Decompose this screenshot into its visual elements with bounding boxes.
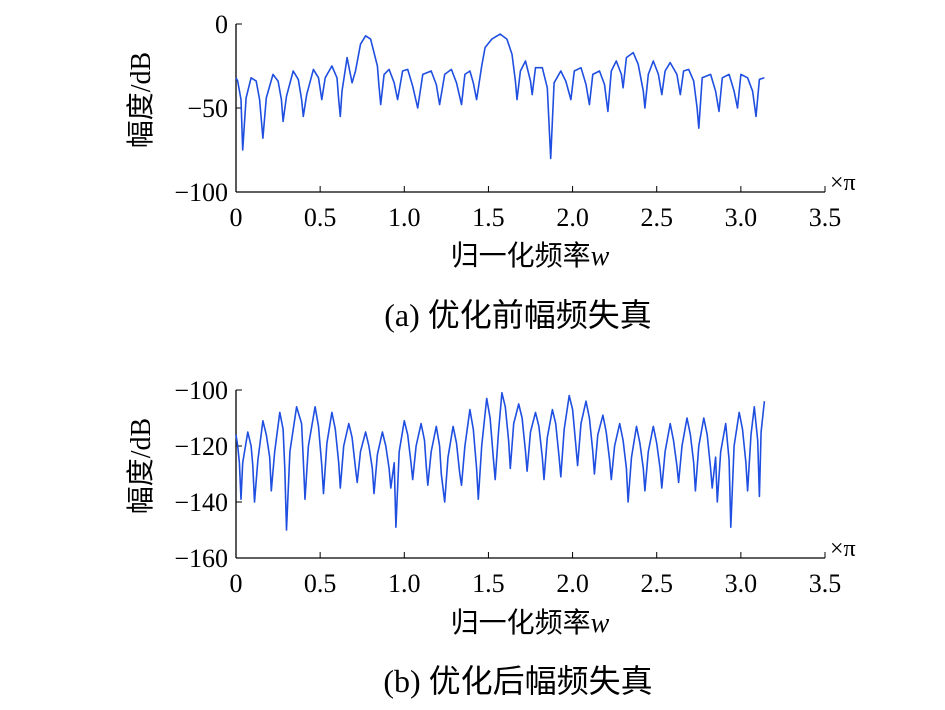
x-unit-label: ×π <box>830 536 856 562</box>
x-tick-label: 3.0 <box>725 569 758 598</box>
x-tick-label: 0 <box>230 569 243 598</box>
y-tick-label: −160 <box>174 544 228 573</box>
chart-panel-a: 0 0.5 1.0 1.5 2.0 2.5 3.0 3.5 0 −50 −100 ×π 幅度/dB… <box>125 10 856 333</box>
y-tick-label: −120 <box>174 432 228 461</box>
panel-caption: (b) 优化后幅频失真 <box>383 663 652 699</box>
x-tick-label: 1.5 <box>472 203 505 232</box>
y-tick-label: −100 <box>174 376 228 405</box>
x-tick-label: 2.0 <box>556 203 589 232</box>
y-tick-label: 0 <box>215 10 228 39</box>
y-axis-label: 幅度/dB <box>125 52 157 148</box>
x-tick-label: 2.0 <box>556 569 589 598</box>
x-axis-label-text: 归一化频率 <box>451 240 591 272</box>
y-tick-label: −100 <box>174 178 228 207</box>
x-tick-label: 1.5 <box>472 569 505 598</box>
x-tick-label: 2.5 <box>640 569 673 598</box>
x-tick-label: 3.0 <box>725 203 758 232</box>
tick-marks <box>235 389 826 559</box>
y-axis-label: 幅度/dB <box>125 418 157 514</box>
x-tick-label: 2.5 <box>640 203 673 232</box>
magnitude-series-line <box>235 391 766 531</box>
x-axis-label: 归一化频率w <box>451 240 610 272</box>
x-axis-label-text: 归一化频率 <box>451 607 591 639</box>
panel-caption: (a) 优化前幅频失真 <box>384 297 652 333</box>
chart-panel-b: 0 0.5 1.0 1.5 2.0 2.5 3.0 3.5 −100−120−140−160 … <box>125 376 856 699</box>
x-tick-label: 1.0 <box>388 203 421 232</box>
magnitude-series-line <box>235 33 765 160</box>
x-tick-label: 3.5 <box>809 569 842 598</box>
x-axis-label: 归一化频率w <box>451 607 610 639</box>
x-tick-label: 0 <box>230 203 243 232</box>
y-tick-label: −140 <box>174 488 228 517</box>
x-tick-label: 0.5 <box>304 569 337 598</box>
x-axis-label-variable: w <box>591 608 610 639</box>
x-tick-label: 0.5 <box>304 203 337 232</box>
x-axis-label-variable: w <box>591 241 610 272</box>
x-tick-label: 3.5 <box>809 203 842 232</box>
y-tick-label: −50 <box>187 94 228 123</box>
x-tick-label: 1.0 <box>388 569 421 598</box>
x-unit-label: ×π <box>830 170 856 196</box>
tick-marks <box>235 23 826 193</box>
